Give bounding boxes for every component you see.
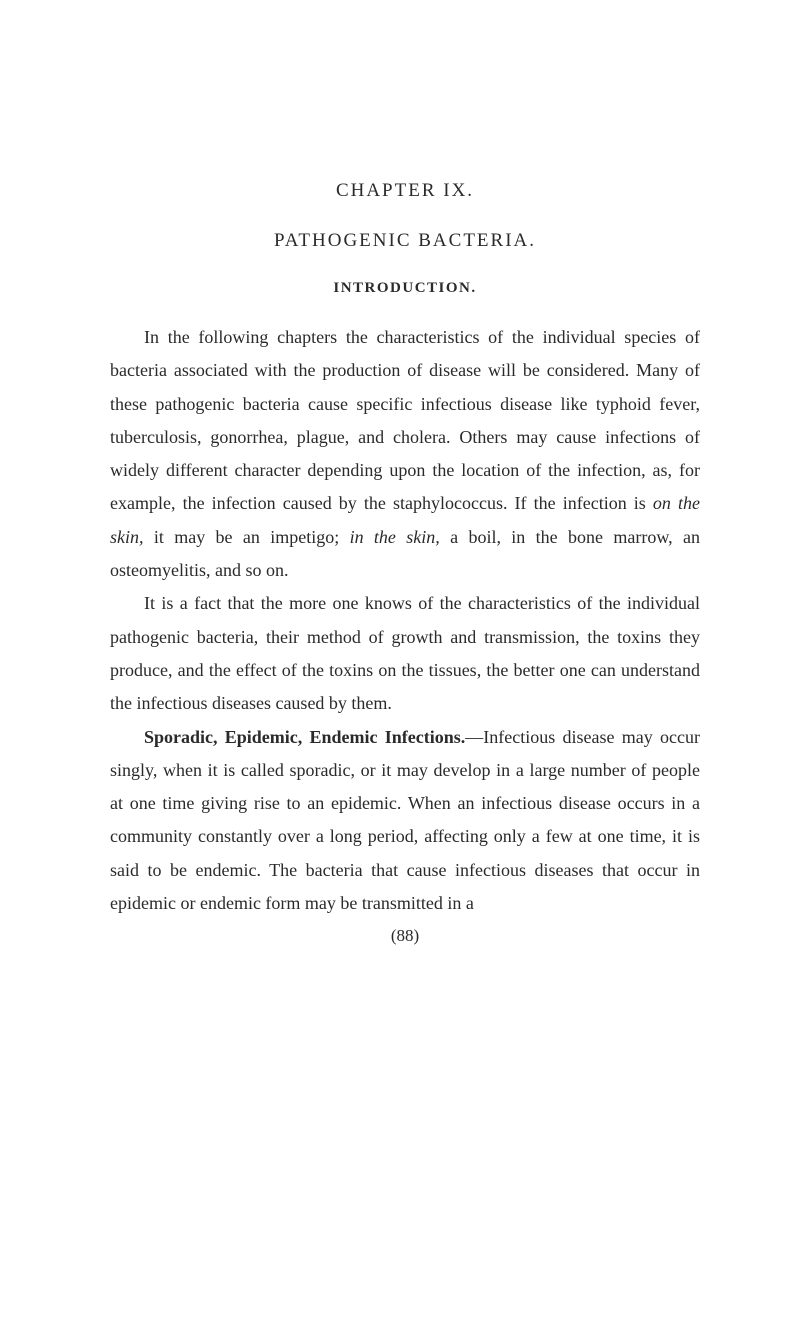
para3-bold-heading: Sporadic, Epidemic, Endemic Infections. (144, 727, 465, 747)
title-heading: PATHOGENIC BACTERIA. (110, 230, 700, 252)
paragraph-2: It is a fact that the more one knows of … (110, 587, 700, 720)
para1-text-pre: In the following chapters the characteri… (110, 327, 700, 513)
para1-italic-2: in the skin, (350, 527, 440, 547)
paragraph-1: In the following chapters the characteri… (110, 321, 700, 587)
para1-text-mid: it may be an impetigo; (144, 527, 350, 547)
para3-text-rest: —Infectious disease may occur singly, wh… (110, 727, 700, 913)
paragraph-3: Sporadic, Epidemic, Endemic Infections.—… (110, 721, 700, 921)
section-heading: INTRODUCTION. (110, 280, 700, 297)
chapter-heading: CHAPTER IX. (110, 180, 700, 202)
page-number: (88) (110, 926, 700, 946)
